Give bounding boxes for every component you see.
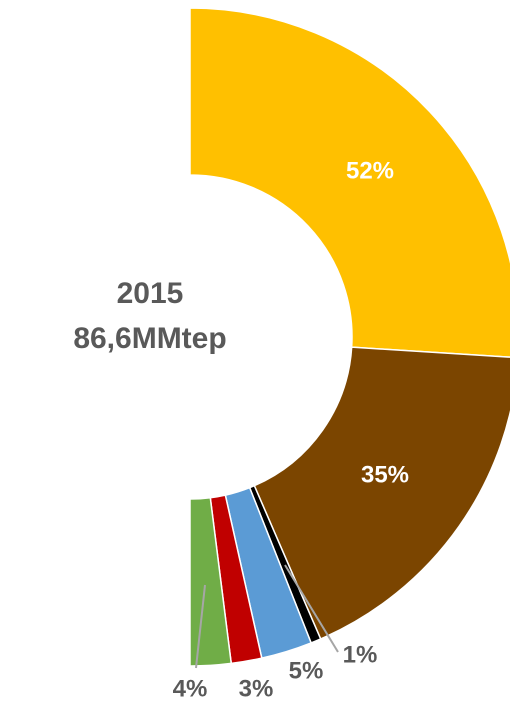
data-label: 3% xyxy=(239,675,274,702)
center-total: 86,6MMtep xyxy=(73,322,226,355)
leader-line xyxy=(195,584,206,669)
data-label: 35% xyxy=(361,461,409,488)
data-label: 52% xyxy=(346,157,394,184)
data-label: 1% xyxy=(343,641,378,668)
donut-segment xyxy=(189,7,510,358)
data-label: 4% xyxy=(173,675,208,702)
leader-line xyxy=(284,564,339,653)
center-year: 2015 xyxy=(117,277,184,310)
data-label: 5% xyxy=(289,657,324,684)
donut-segment xyxy=(253,346,510,640)
